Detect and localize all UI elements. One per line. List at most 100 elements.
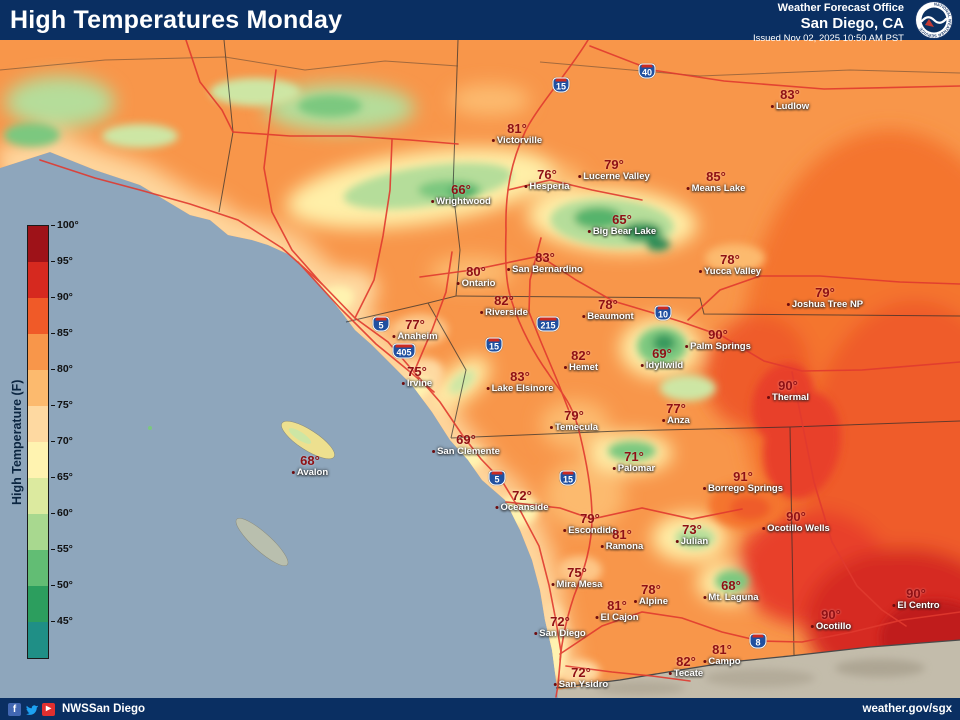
station-anza: 77° Anza	[662, 402, 690, 426]
city-marker-dot	[392, 334, 396, 338]
station-name: Wrightwood	[431, 196, 491, 207]
legend-tick-label: 100°	[51, 219, 79, 231]
station-escondido: 79° Escondido	[563, 512, 617, 536]
station-san-clemente: 69° San Clemente	[432, 433, 500, 457]
city-marker-dot	[767, 395, 771, 399]
city-marker-dot	[431, 199, 435, 203]
legend-swatch	[28, 226, 48, 262]
station-name: San Ysidro	[553, 679, 608, 690]
legend-swatch	[28, 406, 48, 442]
legend-swatch	[28, 370, 48, 406]
station-temecula: 79° Temecula	[549, 409, 598, 433]
station-name: Ocotillo	[810, 621, 851, 632]
station-name: Means Lake	[686, 183, 745, 194]
station-temp: 81°	[612, 527, 632, 542]
issued-timestamp: Issued Nov 02, 2025 10:50 AM PST	[752, 32, 904, 44]
station-ludlow: 83° Ludlow	[770, 88, 809, 112]
station-temp: 85°	[706, 169, 726, 184]
city-marker-dot	[770, 104, 774, 108]
legend-swatch	[28, 622, 48, 658]
station-temp: 83°	[510, 369, 530, 384]
legend-tick-label: 75°	[51, 399, 73, 411]
office-name: San Diego, CA	[800, 14, 904, 32]
station-name: Tecate	[668, 668, 703, 679]
legend-tick-label: 65°	[51, 471, 73, 483]
station-palm-springs: 90° Palm Springs	[685, 328, 751, 352]
legend-tick-label: 45°	[51, 615, 73, 627]
station-name: Borrego Springs	[703, 483, 783, 494]
station-name: Mira Mesa	[551, 579, 602, 590]
station-name: Avalon	[291, 467, 328, 478]
station-lake-elsinore: 83° Lake Elsinore	[486, 369, 553, 394]
station-temp: 68°	[300, 453, 320, 468]
basemap	[0, 40, 960, 698]
station-ocotillo: 90° Ocotillo	[810, 608, 851, 632]
station-temp: 83°	[535, 250, 555, 265]
station-temp: 66°	[451, 182, 471, 197]
legend-swatch	[28, 442, 48, 478]
san-clemente-island	[235, 518, 289, 566]
city-marker-dot	[553, 682, 557, 686]
interstate-shield-15: 15	[559, 470, 577, 486]
city-marker-dot	[578, 174, 582, 178]
interstate-shield-405: 405	[392, 343, 416, 359]
station-name: Oceanside	[495, 502, 549, 513]
station-temp: 76°	[537, 167, 557, 182]
station-tecate: 82° Tecate	[668, 655, 703, 679]
station-temp: 71°	[624, 449, 644, 464]
social-links: NWSSan Diego	[8, 702, 145, 716]
legend-tick-label: 95°	[51, 255, 73, 267]
city-marker-dot	[491, 138, 495, 142]
station-idyllwild: 69° Idyllwild	[640, 347, 683, 371]
station-temp: 72°	[512, 488, 532, 503]
station-temp: 79°	[815, 285, 835, 300]
interstate-shield-15: 15	[552, 77, 570, 93]
station-name: Hesperia	[524, 181, 570, 192]
city-marker-dot	[291, 470, 295, 474]
city-marker-dot	[495, 505, 499, 509]
station-wrightwood: 66° Wrightwood	[431, 183, 491, 207]
station-temp: 72°	[550, 614, 570, 629]
city-marker-dot	[810, 624, 814, 628]
station-name: Ramona	[600, 541, 643, 552]
station-name: Lake Elsinore	[486, 383, 553, 394]
station-mt-laguna: 68° Mt. Laguna	[703, 579, 759, 603]
station-name: Big Bear Lake	[587, 226, 656, 237]
station-beaumont: 78° Beaumont	[582, 298, 634, 322]
catalina-island	[281, 420, 335, 460]
station-name: Palm Springs	[685, 341, 751, 352]
city-marker-dot	[595, 615, 599, 619]
office-block: Weather Forecast Office San Diego, CA Is…	[753, 2, 904, 44]
station-temp: 90°	[708, 327, 728, 342]
legend-swatch	[28, 586, 48, 622]
station-name: San Clemente	[432, 446, 500, 457]
station-ontario: 80° Ontario	[456, 265, 495, 289]
station-temp: 78°	[641, 582, 661, 597]
station-name: San Bernardino	[507, 264, 583, 275]
station-temp: 78°	[720, 252, 740, 267]
city-marker-dot	[686, 186, 690, 190]
station-temp: 90°	[906, 586, 926, 601]
city-marker-dot	[675, 539, 679, 543]
legend-tick-label: 50°	[51, 579, 73, 591]
us-mexico-border	[555, 639, 960, 689]
station-irvine: 75° Irvine	[401, 364, 432, 389]
city-marker-dot	[480, 310, 484, 314]
legend-tick-label: 55°	[51, 543, 73, 555]
station-el-centro: 90° El Centro	[892, 586, 940, 611]
station-name: Ocotillo Wells	[762, 523, 830, 534]
interstate-shield-40: 40	[638, 63, 656, 79]
page-title: High Temperatures Monday	[10, 5, 343, 34]
nws-logo-icon: NATIONAL WEATHER SERVICE	[915, 1, 953, 39]
station-lucerne-valley: 79° Lucerne Valley	[578, 158, 650, 182]
station-temp: 75°	[407, 364, 427, 379]
footer-url: weather.gov/sgx	[862, 703, 952, 715]
legend-colorbar	[27, 225, 49, 659]
station-name: Ludlow	[770, 101, 809, 112]
legend-swatch	[28, 262, 48, 298]
twitter-icon	[25, 703, 38, 716]
station-san-bernardino: 83° San Bernardino	[507, 251, 583, 275]
legend-swatch	[28, 514, 48, 550]
station-name: San Diego	[534, 628, 586, 639]
city-marker-dot	[698, 269, 702, 273]
